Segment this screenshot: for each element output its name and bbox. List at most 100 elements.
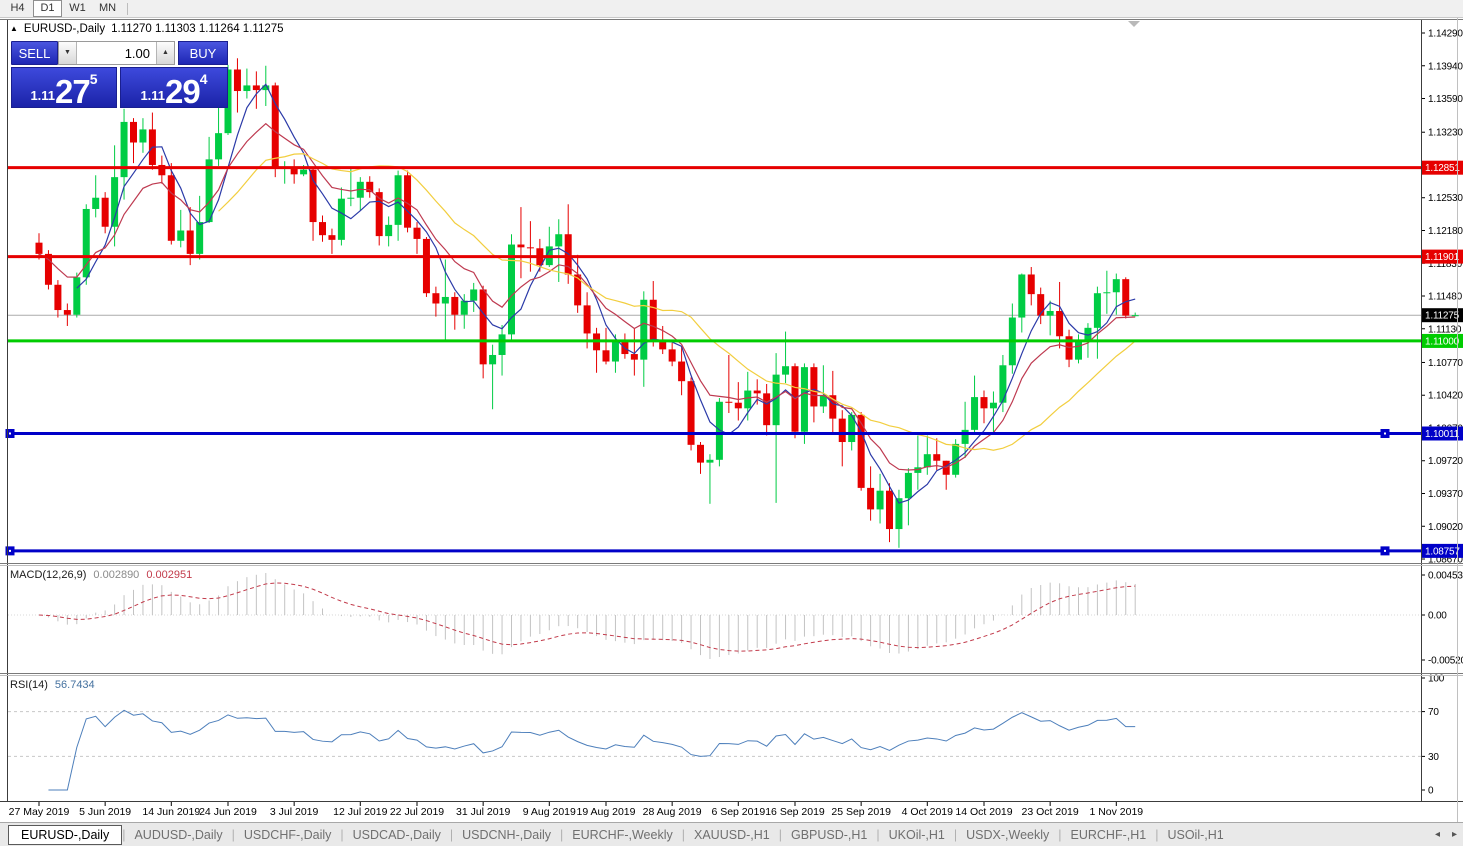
timeframe-button-d1[interactable]: D1 [33,0,62,17]
sell-price-display[interactable]: 1.11 27 5 [11,67,117,108]
candle-body [744,390,752,409]
time-axis-label: 4 Oct 2019 [902,806,954,818]
volume-decrease-icon[interactable]: ▼ [59,42,77,64]
candle-body [44,253,52,285]
macd-signal-value: 0.002951 [146,569,193,581]
candle-body [337,198,345,240]
tab-gbpusd-h1[interactable]: GBPUSD-,H1 [790,827,868,842]
timeframe-toolbar: H4 D1 W1 MN [0,0,1463,18]
price-axis-label: 1.11130 [1428,324,1462,335]
chart-ohlc-quotes: 1.11270 1.11303 1.11264 1.11275 [111,23,284,35]
tab-usdchf-daily[interactable]: USDCHF-,Daily [243,827,332,842]
sell-button[interactable]: SELL [11,41,58,65]
tab-audusd-daily[interactable]: AUDUSD-,Daily [134,827,223,842]
hline-handle-dot [9,549,11,552]
tab-separator: | [953,827,958,842]
tab-ukoil-h1[interactable]: UKOil-,H1 [888,827,945,842]
time-axis-label: 28 Aug 2019 [643,806,702,818]
candle-body [517,244,525,248]
candle-body [697,444,704,463]
volume-input[interactable] [77,42,156,64]
price-axis: 1.142901.139401.135901.132301.128801.125… [1421,29,1463,797]
toolbar-separator [127,2,128,15]
candle-body [734,402,742,409]
candle-body [441,296,449,304]
candle-body [980,397,988,409]
buy-price-sup: 4 [199,71,208,87]
ma-fast-line [76,83,1136,504]
candle-body [404,175,412,228]
price-axis-label: 1.11480 [1428,292,1463,303]
buy-button[interactable]: BUY [178,41,228,65]
buy-price-big: 29 [165,72,201,110]
buy-price-prefix: 1.11 [140,88,166,103]
chart-background [0,18,1463,822]
timeframe-button-mn[interactable]: MN [98,2,117,14]
tab-eurchf-weekly[interactable]: EURCHF-,Weekly [572,827,673,842]
time-axis-label: 22 Jul 2019 [390,806,444,818]
price-axis-label: 1.12180 [1428,226,1463,237]
macd-header: MACD(12,26,9) 0.002890 0.002951 [10,569,192,581]
macd-histogram [47,573,1136,659]
candle-body [196,222,204,254]
price-axis-label: 1.14290 [1428,29,1463,40]
candle-body [1018,274,1026,318]
price-axis-label: 1.11830 [1428,259,1463,270]
candle-body [167,175,175,241]
candle-body [819,395,827,407]
candle-body [186,230,194,254]
tab-xauusd-h1[interactable]: XAUUSD-,H1 [694,827,770,842]
candle-body [876,490,884,510]
timeframe-button-w1[interactable]: W1 [69,2,86,14]
sell-price-big: 27 [55,72,91,110]
rsi-name-label: RSI(14) [10,679,48,691]
macd-axis-label: 0.00 [1428,611,1447,622]
tab-usoil-h1[interactable]: USOil-,H1 [1167,827,1224,842]
candle-body [432,293,440,304]
volume-increase-icon[interactable]: ▲ [156,42,174,64]
tab-usdcad-daily[interactable]: USDCAD-,Daily [352,827,441,842]
candle-body [366,181,374,193]
candle-body [1112,279,1120,293]
candle-body [73,277,81,315]
price-axis-label: 1.09020 [1428,522,1463,533]
candle-body [120,121,128,178]
tab-separator: | [1155,827,1159,842]
chart-shift-marker-icon[interactable] [1128,21,1140,27]
tab-usdx-weekly[interactable]: USDX-,Weekly [966,827,1050,842]
tab-usdcnh-daily[interactable]: USDCNH-,Daily [462,827,552,842]
time-axis-label: 12 Jul 2019 [333,806,387,818]
macd-name-label: MACD(12,26,9) [10,569,87,581]
tab-eurusd-daily[interactable]: EURUSD-,Daily [8,824,123,845]
timeframe-button-h4[interactable]: H4 [10,2,25,14]
time-axis-label: 14 Oct 2019 [955,806,1012,818]
chart-tab-bar: EURUSD-,Daily | AUDUSD-,Daily | USDCHF-,Dail… [0,822,1463,846]
candle-body [177,230,185,241]
time-axis-label: 3 Jul 2019 [270,806,319,818]
candle-body [649,299,657,341]
candle-body [933,454,941,461]
candle-body [1122,279,1130,316]
time-axis-label: 19 Aug 2019 [577,806,636,818]
candle-body [857,414,865,488]
hline-price-badge [1422,426,1463,441]
sell-price-prefix: 1.11 [30,88,56,103]
tabs-scroll-right-icon[interactable]: ▸ [1451,829,1457,840]
candle-body [952,443,960,475]
candle-body [1084,327,1092,341]
tab-eurchf-h1[interactable]: EURCHF-,H1 [1070,827,1147,842]
candle-body [470,289,478,301]
buy-price-display[interactable]: 1.11 29 4 [120,67,228,108]
price-axis-label: 1.09720 [1428,456,1463,467]
rsi-line [48,709,1136,791]
candle-body [848,414,856,443]
collapse-trade-panel-icon[interactable]: ▲ [10,23,18,33]
candle-body [233,69,241,92]
tab-separator: | [876,827,880,842]
candle-body [375,192,383,237]
tabs-scroll-left-icon[interactable]: ◂ [1434,829,1440,840]
candle-body [111,177,119,227]
candle-body [394,175,402,225]
